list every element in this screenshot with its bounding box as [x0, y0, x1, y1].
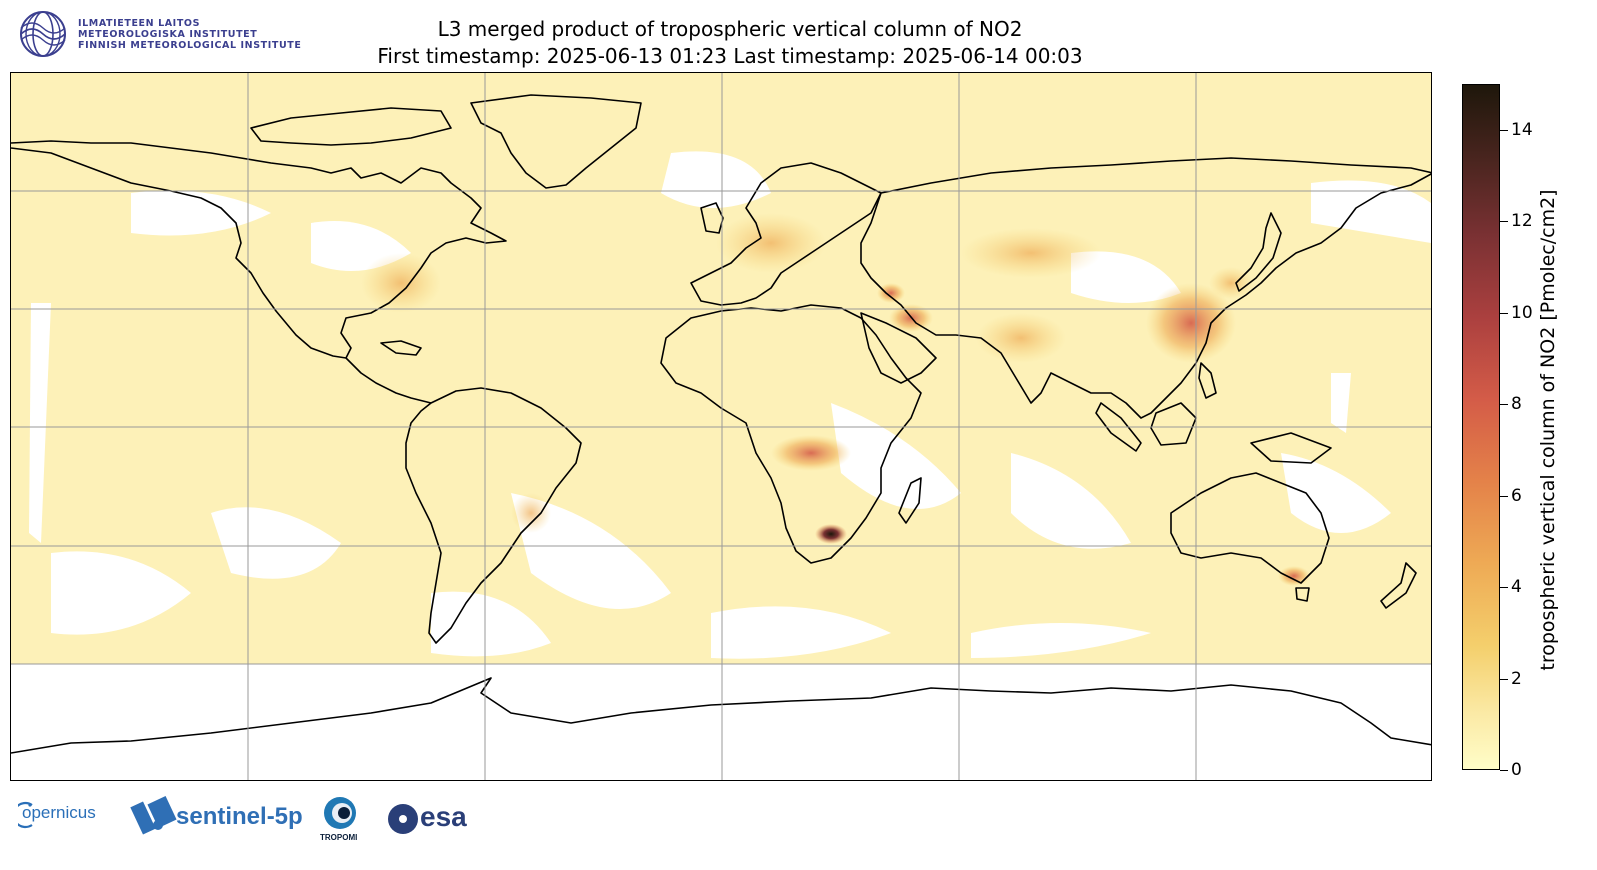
- no-data-gaps: [29, 151, 1431, 659]
- fmi-globe-icon: [20, 11, 66, 57]
- colorbar-tick-mark: [1500, 221, 1508, 222]
- sentinel-wordmark: sentinel-5p: [176, 803, 303, 830]
- coast-central-america: [345, 357, 432, 404]
- esa-wordmark: esa: [420, 801, 467, 832]
- fmi-name-sv: METEOROLOGISKA INSTITUTET: [78, 29, 258, 40]
- copernicus-wordmark: opernicus: [22, 803, 96, 822]
- colorbar-tick-mark: [1500, 404, 1508, 405]
- fmi-name-en: FINNISH METEOROLOGICAL INSTITUTE: [78, 40, 302, 51]
- hotspot-middle-east: [877, 283, 905, 303]
- colorbar-tick-label: 10: [1511, 303, 1533, 323]
- hotspot-se-australia: [1278, 566, 1310, 586]
- colorbar-tick-mark: [1500, 496, 1508, 497]
- hotspot-us-east: [361, 253, 441, 313]
- sentinel-satellite-icon: [130, 795, 177, 835]
- coast-philippines: [1198, 362, 1217, 399]
- coast-arabia: [860, 312, 937, 384]
- esa-icon: [388, 804, 418, 834]
- hotspot-india: [976, 313, 1066, 363]
- hotspot-central-africa: [771, 435, 851, 471]
- colorbar-tick-mark: [1500, 770, 1508, 771]
- coast-greenland: [470, 94, 642, 189]
- colorbar-gradient: [1462, 84, 1500, 770]
- coastlines: [11, 94, 1431, 754]
- colorbar-tick-label: 6: [1511, 486, 1522, 506]
- footer-logo-art: [12, 795, 418, 835]
- colorbar-tick-mark: [1500, 587, 1508, 588]
- colorbar-tick-mark: [1500, 679, 1508, 680]
- colorbar-tick-label: 2: [1511, 669, 1522, 689]
- coast-arctic-islands: [250, 107, 452, 146]
- colorbar-tick-mark: [1500, 313, 1508, 314]
- coast-new-guinea: [1250, 432, 1332, 464]
- coast-south-america: [405, 387, 582, 644]
- chart-title: L3 merged product of tropospheric vertic…: [437, 17, 1023, 41]
- coast-madagascar: [898, 477, 922, 524]
- tropomi-wordmark: TROPOMI: [320, 833, 358, 842]
- coast-british-isles: [700, 202, 724, 234]
- coast-sumatra: [1095, 402, 1142, 452]
- coast-borneo: [1150, 402, 1197, 446]
- colorbar: [1462, 84, 1500, 770]
- tropomi-icon: [324, 797, 356, 829]
- coast-tasmania: [1295, 587, 1310, 602]
- fmi-name: ILMATIETEEN LAITOS METEOROLOGISKA INSTIT…: [78, 18, 301, 51]
- fmi-logo: ILMATIETEEN LAITOS METEOROLOGISKA INSTIT…: [18, 10, 308, 60]
- colorbar-tick-mark: [1500, 130, 1508, 131]
- coast-antarctica: [11, 677, 1431, 754]
- map-panel: [10, 72, 1432, 781]
- footer-logos: opernicus sentinel-5p TROPOMI esa: [12, 795, 538, 845]
- coast-north-america: [11, 140, 507, 359]
- hotspot-europe: [716, 213, 826, 273]
- no2-hotspots: [361, 213, 1310, 586]
- hotspot-japan: [1209, 267, 1253, 299]
- coast-caribbean: [380, 340, 422, 356]
- coast-new-zealand: [1380, 562, 1417, 609]
- hotspot-south-america: [511, 493, 551, 533]
- colorbar-tick-label: 4: [1511, 577, 1522, 597]
- colorbar-tick-label: 12: [1511, 211, 1533, 231]
- colorbar-tick-label: 14: [1511, 120, 1533, 140]
- coast-africa: [660, 304, 922, 564]
- coast-japan: [1235, 212, 1282, 292]
- chart-subtitle-timestamps: First timestamp: 2025-06-13 01:23 Last t…: [377, 44, 1083, 68]
- hotspot-highveld: [815, 524, 847, 544]
- colorbar-tick-label: 0: [1511, 760, 1522, 780]
- colorbar-tick-label: 8: [1511, 394, 1522, 414]
- coast-asia: [860, 157, 1431, 419]
- gridlines: [11, 73, 1431, 780]
- coast-australia: [1170, 472, 1330, 584]
- colorbar-label: tropospheric vertical column of NO2 [Pmo…: [1537, 189, 1559, 671]
- hotspot-russia: [961, 228, 1101, 278]
- no2-world-map: [11, 73, 1431, 780]
- fmi-name-fi: ILMATIETEEN LAITOS: [78, 18, 201, 29]
- hotspot-north-china: [1146, 283, 1236, 363]
- coast-europe: [690, 162, 882, 306]
